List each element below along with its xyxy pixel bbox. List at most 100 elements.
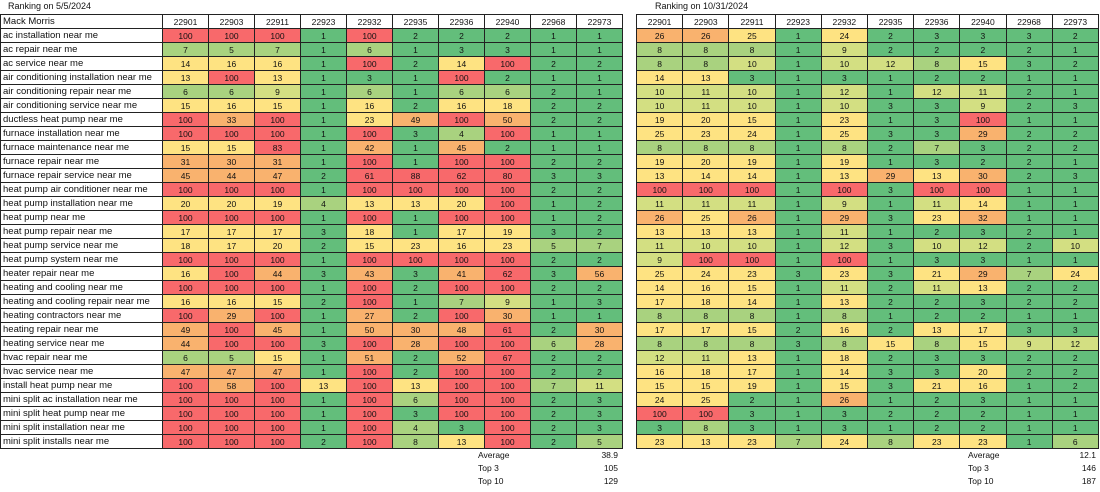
table-row: 23 13 23 7 24 8 23 23 1 6 [635,434,1099,449]
rank-cell: 3 [866,238,915,253]
rank-cell: 8 [682,56,730,71]
rank-cell: 1 [1005,196,1053,211]
rank-cell: 14 [728,168,776,183]
rank-cell: 1 [300,210,347,225]
rank-cell: 6 [530,336,577,351]
rank-cell: 1 [1005,434,1053,449]
rank-cell: 1 [300,154,347,169]
rank-cell: 7 [576,238,623,253]
rank-cell: 19 [820,154,868,169]
keyword-cell: mini split ac installation near me [0,392,163,407]
rank-cell: 1 [1005,392,1053,407]
rank-cell: 2 [1051,280,1099,295]
rank-cell: 2 [1005,154,1053,169]
rank-cell: 1 [1005,210,1053,225]
rank-cell: 100 [346,406,393,421]
rank-cell: 15 [208,140,255,155]
table-row: heating service near me 44 100 100 3 100 28 100… [0,336,623,351]
rank-cell: 18 [682,364,730,379]
rank-cell: 100 [162,420,209,435]
rank-cell: 100 [438,182,485,197]
rank-cell: 2 [913,406,961,421]
rank-cell: 2 [866,350,915,365]
rank-cell: 47 [162,364,209,379]
rank-cell: 100 [208,406,255,421]
table-row: mini split heat pump near me 100 100 100 1 10… [0,406,623,421]
rank-cell: 3 [913,364,961,379]
rank-cell: 19 [254,196,301,211]
table-row: 100 100 100 1 100 3 100 100 1 1 [635,182,1099,197]
rank-cell: 2 [530,406,577,421]
right-header-row: 22901 22903 22911 22923 22932 22935 22936 22940… [635,14,1099,29]
rank-cell: 1 [576,84,623,99]
rank-cell: 2 [392,28,439,43]
rank-cell: 31 [254,154,301,169]
rank-cell: 100 [728,182,776,197]
rank-cell: 44 [254,266,301,281]
rank-cell: 15 [346,238,393,253]
rank-cell: 20 [162,196,209,211]
rank-cell: 2 [866,322,915,337]
rank-cell: 16 [162,294,209,309]
rank-cell: 100 [346,154,393,169]
rank-cell: 8 [635,308,684,323]
rank-cell: 2 [1005,280,1053,295]
rank-cell: 1 [774,98,822,113]
rank-cell: 5 [576,434,623,449]
rank-cell: 3 [728,70,776,85]
table-row: 8 8 10 1 10 12 8 15 3 2 [635,56,1099,71]
rank-cell: 8 [682,336,730,351]
rank-cell: 3 [913,350,961,365]
rank-cell: 2 [392,364,439,379]
rank-cell: 3 [530,266,577,281]
keyword-cell: hvac service near me [0,364,163,379]
rank-cell: 100 [208,28,255,43]
rank-cell: 100 [162,308,209,323]
rank-cell: 1 [1005,112,1053,127]
rank-cell: 1 [300,112,347,127]
rank-cell: 45 [438,140,485,155]
rank-cell: 83 [254,140,301,155]
rank-cell: 13 [682,224,730,239]
table-row: air conditioning repair near me 6 6 9 1 6 1 6 6 2… [0,84,623,99]
rank-cell: 10 [728,84,776,99]
rank-cell: 18 [484,98,531,113]
rank-cell: 3 [1005,28,1053,43]
rank-cell: 1 [1051,182,1099,197]
rank-cell: 30 [392,322,439,337]
rank-cell: 3 [774,266,822,281]
rank-cell: 2 [530,322,577,337]
zip-header-cell: 22968 [530,14,577,29]
rank-cell: 3 [866,98,915,113]
rank-cell: 2 [484,140,531,155]
rank-cell: 1 [1051,252,1099,267]
table-row: hvac service near me 47 47 47 1 100 2 100 100 2 2 [0,364,623,379]
rank-cell: 100 [728,252,776,267]
rank-cell: 44 [162,336,209,351]
rank-cell: 23 [959,434,1007,449]
rank-cell: 13 [438,434,485,449]
keyword-cell: heating service near me [0,336,163,351]
rank-cell: 1 [774,378,822,393]
rank-cell: 16 [959,378,1007,393]
rank-cell: 13 [682,70,730,85]
rank-cell: 2 [1005,224,1053,239]
rank-cell: 1 [866,196,915,211]
rank-cell: 17 [682,322,730,337]
rank-cell: 25 [682,392,730,407]
rank-cell: 24 [820,28,868,43]
zip-header-cell: 22932 [820,14,868,29]
table-row: mini split installation near me 100 100 100… [0,420,623,435]
rank-cell: 24 [820,434,868,449]
rank-cell: 1 [866,84,915,99]
rank-cell: 7 [1005,266,1053,281]
rank-cell: 15 [728,280,776,295]
rank-cell: 1 [300,252,347,267]
rank-cell: 8 [820,140,868,155]
rank-cell: 100 [484,420,531,435]
rank-cell: 100 [438,336,485,351]
rank-cell: 43 [346,266,393,281]
rank-cell: 2 [392,56,439,71]
rank-cell: 8 [913,336,961,351]
rank-cell: 13 [254,70,301,85]
